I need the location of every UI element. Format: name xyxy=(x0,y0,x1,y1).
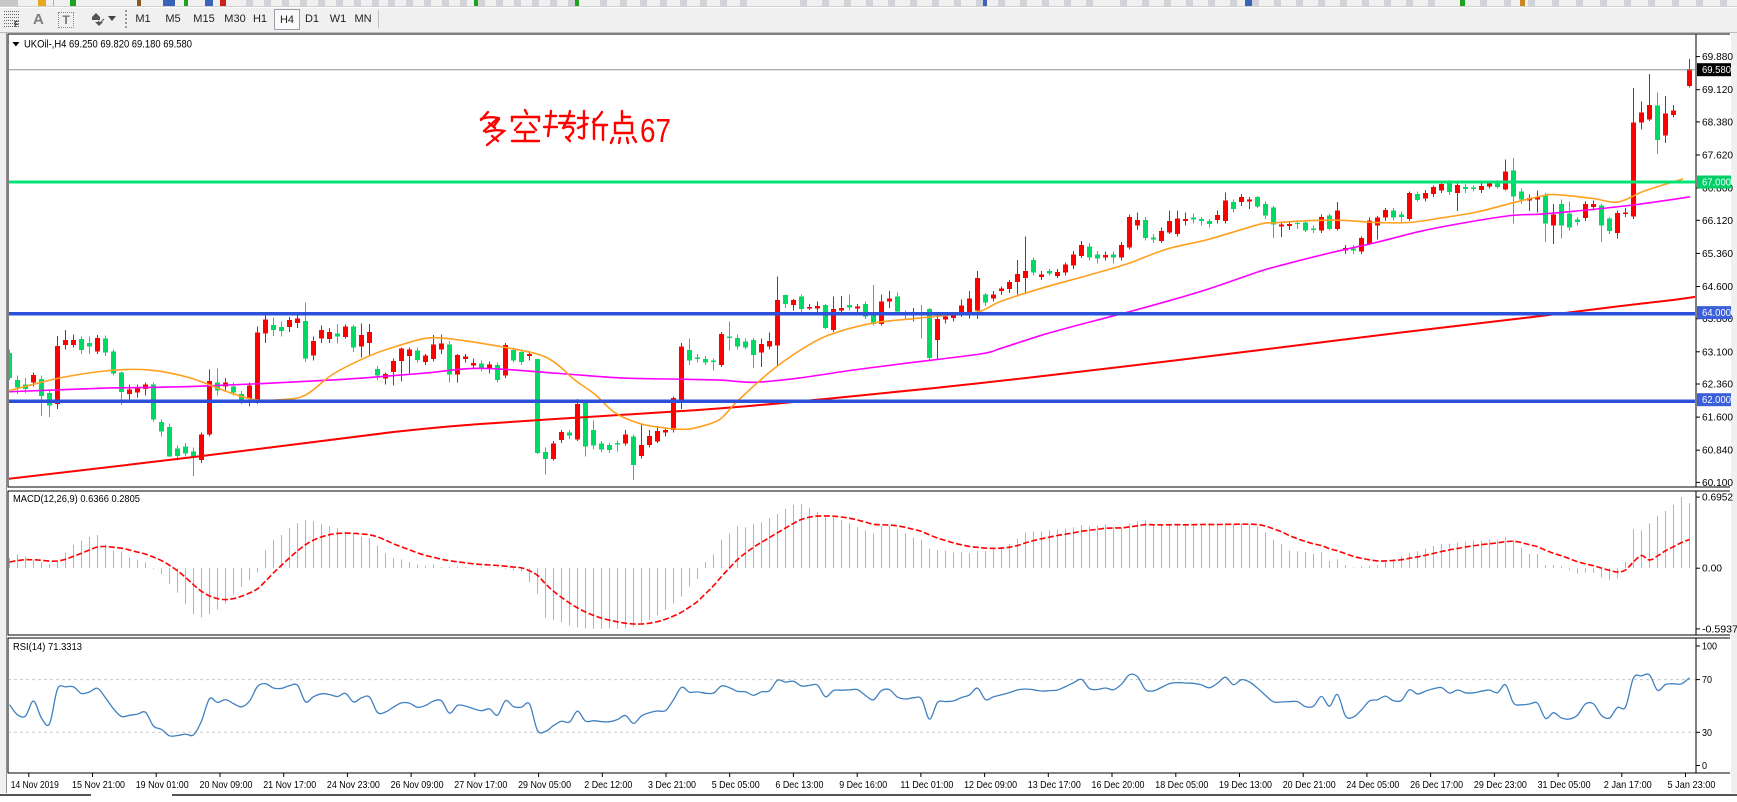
svg-text:69.120: 69.120 xyxy=(1702,84,1733,96)
svg-text:60.100: 60.100 xyxy=(1702,477,1733,489)
svg-text:60.840: 60.840 xyxy=(1702,445,1733,457)
svg-text:70: 70 xyxy=(1702,674,1712,686)
svg-text:5 Dec 05:00: 5 Dec 05:00 xyxy=(712,779,760,791)
svg-text:67: 67 xyxy=(640,112,671,149)
svg-text:24 Dec 05:00: 24 Dec 05:00 xyxy=(1346,779,1399,791)
svg-text:26 Dec 17:00: 26 Dec 17:00 xyxy=(1410,779,1463,791)
svg-text:2 Dec 12:00: 2 Dec 12:00 xyxy=(584,779,632,791)
svg-text:3 Dec 21:00: 3 Dec 21:00 xyxy=(648,779,696,791)
svg-text:64.000: 64.000 xyxy=(1702,307,1731,319)
svg-text:11 Dec 01:00: 11 Dec 01:00 xyxy=(900,779,953,791)
svg-text:19 Nov 01:00: 19 Nov 01:00 xyxy=(136,779,189,791)
svg-text:15 Nov 21:00: 15 Nov 21:00 xyxy=(72,779,125,791)
svg-text:29 Dec 23:00: 29 Dec 23:00 xyxy=(1474,779,1527,791)
svg-text:12 Dec 09:00: 12 Dec 09:00 xyxy=(964,779,1017,791)
svg-text:RSI(14) 71.3313: RSI(14) 71.3313 xyxy=(13,641,82,653)
svg-text:61.600: 61.600 xyxy=(1702,412,1733,424)
svg-text:69.580: 69.580 xyxy=(1702,64,1731,76)
svg-text:18 Dec 05:00: 18 Dec 05:00 xyxy=(1155,779,1208,791)
svg-text:29 Nov 05:00: 29 Nov 05:00 xyxy=(518,779,571,791)
svg-text:21 Nov 17:00: 21 Nov 17:00 xyxy=(263,779,316,791)
svg-text:27 Nov 17:00: 27 Nov 17:00 xyxy=(454,779,507,791)
svg-text:65.360: 65.360 xyxy=(1702,248,1733,260)
svg-text:67.000: 67.000 xyxy=(1702,177,1731,189)
svg-text:69.880: 69.880 xyxy=(1702,51,1733,63)
svg-text:0.6952: 0.6952 xyxy=(1702,492,1733,504)
svg-text:62.360: 62.360 xyxy=(1702,379,1733,391)
svg-text:100: 100 xyxy=(1702,641,1717,653)
svg-text:UKOil-,H4 69.250 69.820 69.18: UKOil-,H4 69.250 69.820 69.180 69.580 xyxy=(24,39,192,51)
svg-text:62.000: 62.000 xyxy=(1702,394,1731,406)
svg-text:16 Dec 20:00: 16 Dec 20:00 xyxy=(1092,779,1145,791)
svg-text:2 Jan 17:00: 2 Jan 17:00 xyxy=(1604,779,1652,791)
svg-text:66.120: 66.120 xyxy=(1702,215,1733,227)
svg-text:68.380: 68.380 xyxy=(1702,116,1733,128)
svg-text:64.600: 64.600 xyxy=(1702,281,1733,293)
svg-text:-0.5937: -0.5937 xyxy=(1702,623,1737,635)
svg-text:31 Dec 05:00: 31 Dec 05:00 xyxy=(1538,779,1591,791)
svg-text:19 Dec 13:00: 19 Dec 13:00 xyxy=(1219,779,1272,791)
svg-text:0.00: 0.00 xyxy=(1702,563,1722,575)
svg-text:20 Dec 21:00: 20 Dec 21:00 xyxy=(1283,779,1336,791)
svg-text:63.100: 63.100 xyxy=(1702,346,1733,358)
svg-text:30: 30 xyxy=(1702,727,1712,739)
svg-text:9 Dec 16:00: 9 Dec 16:00 xyxy=(839,779,887,791)
svg-text:6 Dec 13:00: 6 Dec 13:00 xyxy=(775,779,823,791)
svg-text:67.620: 67.620 xyxy=(1702,150,1733,162)
svg-text:0: 0 xyxy=(1702,760,1707,772)
svg-text:13 Dec 17:00: 13 Dec 17:00 xyxy=(1028,779,1081,791)
svg-text:20 Nov 09:00: 20 Nov 09:00 xyxy=(200,779,253,791)
svg-text:MACD(12,26,9) 0.6366 0.2805: MACD(12,26,9) 0.6366 0.2805 xyxy=(13,493,140,505)
svg-text:14 Nov 2019: 14 Nov 2019 xyxy=(11,779,59,791)
svg-text:26 Nov 09:00: 26 Nov 09:00 xyxy=(391,779,444,791)
svg-text:5 Jan 23:00: 5 Jan 23:00 xyxy=(1668,779,1716,791)
svg-text:24 Nov 23:00: 24 Nov 23:00 xyxy=(327,779,380,791)
